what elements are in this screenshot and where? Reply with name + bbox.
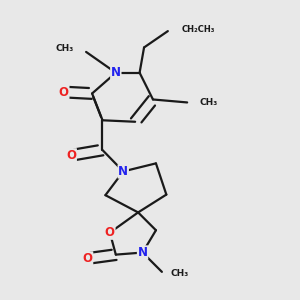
Text: CH₂CH₃: CH₂CH₃ bbox=[181, 25, 214, 34]
Text: O: O bbox=[66, 149, 76, 162]
Text: CH₃: CH₃ bbox=[56, 44, 74, 53]
Text: CH₃: CH₃ bbox=[171, 269, 189, 278]
Text: N: N bbox=[118, 165, 128, 178]
Text: N: N bbox=[111, 66, 121, 79]
Text: O: O bbox=[105, 226, 115, 239]
Text: O: O bbox=[59, 85, 69, 98]
Text: N: N bbox=[138, 246, 148, 259]
Text: CH₃: CH₃ bbox=[199, 98, 217, 107]
Text: O: O bbox=[82, 252, 93, 265]
